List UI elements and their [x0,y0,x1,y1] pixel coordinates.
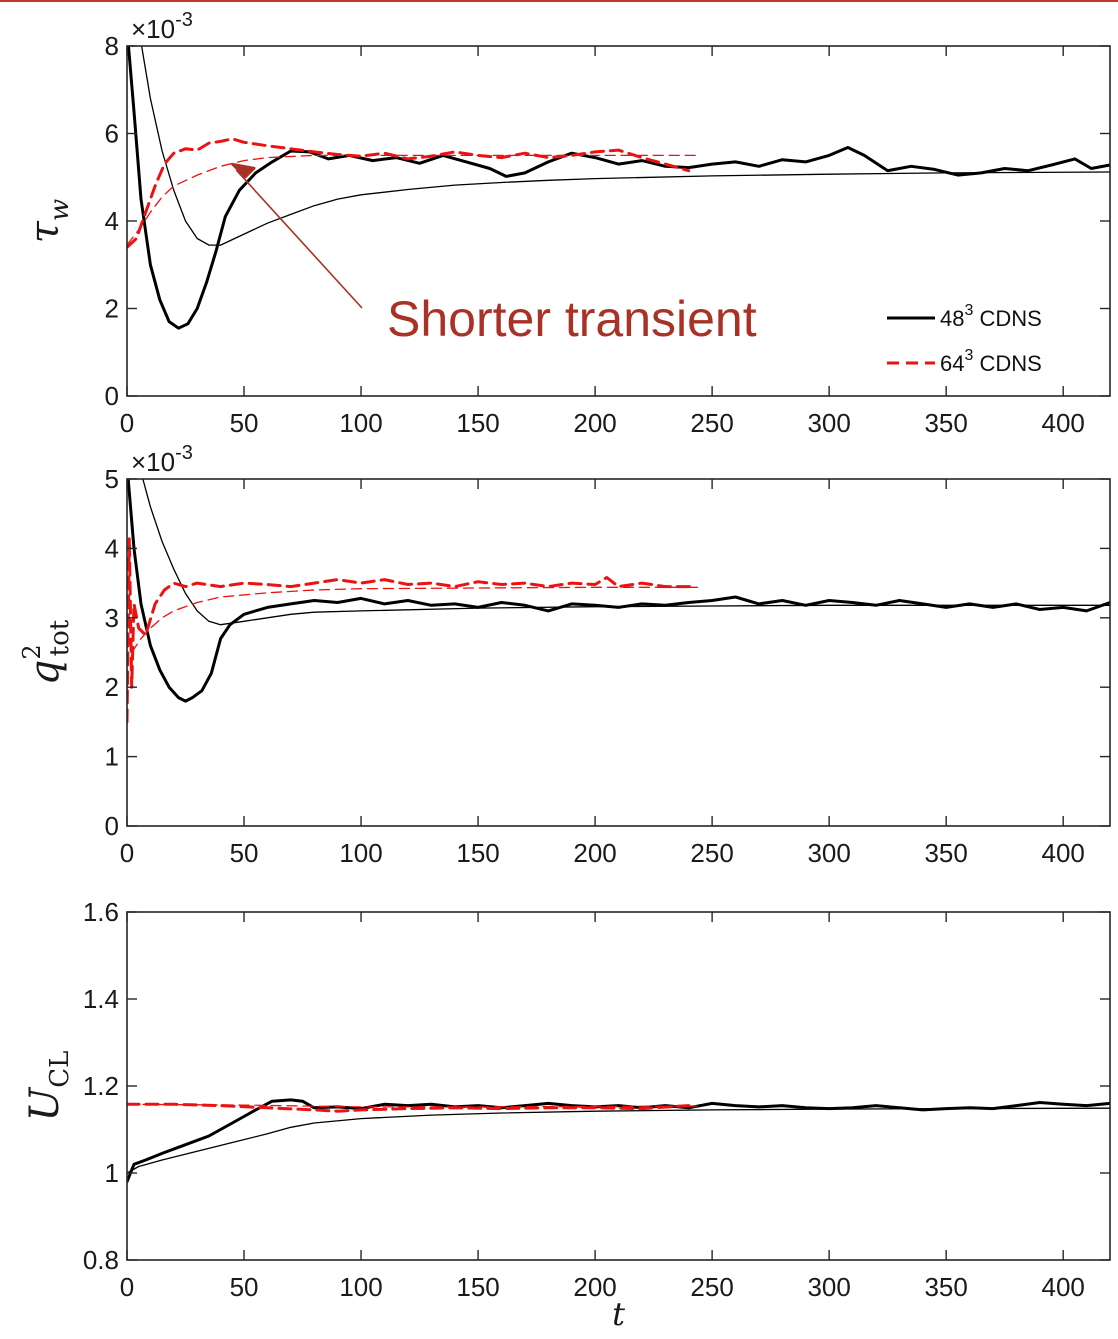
y-exponent-label: ×10-3 [131,442,193,477]
series-line-3 [127,137,691,249]
annotation-text: Shorter transient [387,291,757,347]
x-tick-label: 0 [120,838,134,868]
series-line-1 [127,479,1110,703]
x-tick-label: 0 [120,408,134,438]
y-tick-label: 3 [105,603,119,633]
y-tick-label: 1.4 [83,984,119,1014]
x-tick-label: 50 [230,838,259,868]
series-line-2 [127,1107,1110,1174]
y-tick-label: 4 [105,533,119,563]
x-tick-label: 250 [690,408,733,438]
y-tick-label: 1.2 [83,1071,119,1101]
y-axis-label: UCL [22,1051,75,1122]
y-tick-label: 1.6 [83,897,119,927]
x-tick-label: 200 [573,1272,616,1302]
legend-label-2: 643 CDNS [940,347,1042,376]
x-tick-label: 50 [230,1272,259,1302]
annotation-arrow-line [235,169,363,309]
x-tick-label: 200 [573,838,616,868]
x-tick-label: 100 [339,838,382,868]
y-tick-label: 1 [105,1158,119,1188]
y-tick-label: 8 [105,31,119,61]
y-tick-label: 2 [105,294,119,324]
plot-area [127,1098,1110,1184]
y-tick-label: 4 [105,206,119,236]
y-axis-label: τw [22,199,75,243]
x-tick-label: 200 [573,408,616,438]
x-tick-label: 250 [690,838,733,868]
x-tick-label: 350 [924,408,967,438]
x-tick-label: 150 [456,838,499,868]
legend-label-1: 483 CDNS [940,302,1042,331]
x-tick-label: 400 [1041,408,1084,438]
y-tick-label: 5 [105,464,119,494]
x-tick-label: 50 [230,408,259,438]
x-tick-label: 100 [339,408,382,438]
x-tick-label: 400 [1041,838,1084,868]
series-line-1 [127,46,1110,330]
chart-3: 0 50 100 150 200 250 300 350 400 0.8 1 1.2 1.4 1.6 UCL… [22,897,1111,1333]
y-tick-label: 1 [105,742,119,772]
x-tick-label: 150 [456,408,499,438]
y-exponent-label: ×10-3 [131,9,193,44]
x-tick-label: 250 [690,1272,733,1302]
series-line-2 [142,479,1110,626]
series-line-2 [140,46,1110,246]
y-tick-label: 6 [105,119,119,149]
x-tick-label: 100 [339,1272,382,1302]
x-tick-label: 150 [456,1272,499,1302]
x-tick-label: 300 [807,408,850,438]
annotation-arrow-head [231,162,256,179]
chart-2: 0 50 100 150 200 250 300 350 400 0 1 2 3 4 5 ×10-3 q2tot [18,442,1111,868]
chart-1: 0 50 100 150 200 250 300 350 400 0 2 4 6 8 ×10-3 τw Shor… [22,9,1111,438]
series-line-4 [127,1103,702,1108]
legend: 483 CDNS 643 CDNS [887,302,1042,376]
y-axis-label: q2tot [18,619,75,685]
x-tick-label: 300 [807,838,850,868]
series-line-3 [127,1102,691,1113]
x-tick-label: 350 [924,1272,967,1302]
x-axis-label: t [612,1295,625,1333]
y-tick-label: 0 [105,811,119,841]
series-line-3 [127,536,695,724]
x-tick-label: 0 [120,1272,134,1302]
x-tick-label: 350 [924,838,967,868]
x-tick-label: 300 [807,1272,850,1302]
charts-container: 0 50 100 150 200 250 300 350 40002468×10-3τwShor… [18,9,1111,1333]
y-tick-label: 0.8 [83,1245,119,1275]
plot-area [127,479,1110,724]
y-tick-label: 0 [105,381,119,411]
axes-box [126,478,1111,827]
x-tick-label: 400 [1041,1272,1084,1302]
y-tick-label: 2 [105,672,119,702]
